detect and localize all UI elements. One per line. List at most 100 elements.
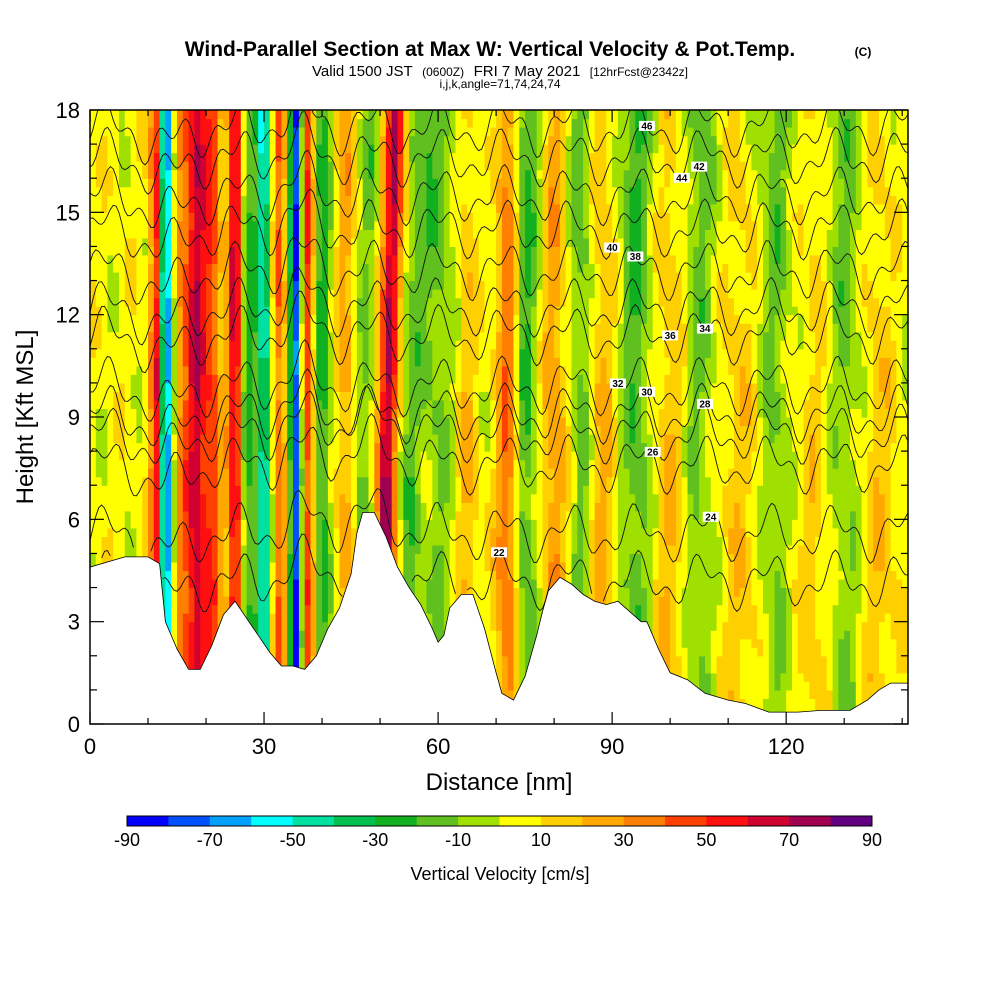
velocity-cell <box>211 365 219 375</box>
velocity-cell <box>380 178 387 188</box>
velocity-cell <box>200 570 207 580</box>
velocity-cell <box>252 442 259 452</box>
velocity-cell <box>130 510 137 520</box>
velocity-cell <box>90 519 97 529</box>
velocity-cell <box>171 434 178 444</box>
velocity-cell <box>287 459 294 469</box>
velocity-cell <box>414 391 422 401</box>
velocity-cell <box>345 434 352 444</box>
velocity-cell <box>333 451 341 461</box>
velocity-cell <box>252 502 259 512</box>
velocity-cell <box>397 374 404 384</box>
velocity-cell <box>472 323 480 333</box>
velocity-cell <box>461 391 468 401</box>
velocity-cell <box>206 451 213 461</box>
velocity-cell <box>223 186 230 196</box>
velocity-cell <box>275 203 282 213</box>
velocity-cell <box>484 323 491 333</box>
velocity-cell <box>403 493 410 503</box>
velocity-cell <box>293 255 300 265</box>
velocity-cell <box>119 536 126 546</box>
velocity-cell <box>235 493 242 503</box>
velocity-cell <box>107 186 114 196</box>
velocity-cell <box>235 289 242 299</box>
velocity-cell <box>414 425 422 435</box>
velocity-cell <box>124 212 132 222</box>
velocity-cell <box>426 382 433 392</box>
velocity-cell <box>177 613 184 623</box>
velocity-cell <box>188 562 195 572</box>
velocity-cell <box>206 118 213 128</box>
velocity-cell <box>339 391 346 401</box>
velocity-cell <box>107 144 114 154</box>
velocity-cell <box>281 510 288 520</box>
velocity-cell <box>194 468 201 478</box>
velocity-cell <box>287 553 294 563</box>
velocity-cell <box>310 203 317 213</box>
velocity-cell <box>461 340 468 350</box>
velocity-cell <box>322 340 329 350</box>
velocity-cell <box>275 374 282 384</box>
velocity-cell <box>229 374 236 384</box>
velocity-cell <box>316 536 323 546</box>
velocity-cell <box>409 152 416 162</box>
velocity-cell <box>136 468 143 478</box>
velocity-cell <box>107 272 114 282</box>
velocity-cell <box>264 186 271 196</box>
velocity-cell <box>362 417 370 427</box>
velocity-cell <box>322 255 329 265</box>
velocity-cell <box>443 110 451 120</box>
velocity-cell <box>467 485 474 495</box>
velocity-cell <box>200 127 207 137</box>
velocity-cell <box>368 195 375 205</box>
velocity-cell <box>240 357 248 367</box>
velocity-cell <box>409 502 416 512</box>
velocity-cell <box>258 502 265 512</box>
velocity-cell <box>455 365 462 375</box>
velocity-cell <box>478 451 486 461</box>
velocity-cell <box>246 493 253 503</box>
velocity-cell <box>380 118 387 128</box>
velocity-cell <box>130 297 137 307</box>
velocity-cell <box>269 306 277 316</box>
velocity-cell <box>478 579 486 589</box>
velocity-cell <box>264 570 271 580</box>
velocity-cell <box>438 621 445 631</box>
velocity-cell <box>449 340 457 350</box>
velocity-cell <box>200 178 207 188</box>
velocity-cell <box>438 135 445 145</box>
velocity-cell <box>478 357 486 367</box>
velocity-cell <box>333 425 341 435</box>
velocity-cell <box>345 323 352 333</box>
velocity-cell <box>206 195 213 205</box>
velocity-cell <box>322 604 329 614</box>
velocity-cell <box>310 579 317 589</box>
velocity-cell <box>293 596 300 606</box>
velocity-cell <box>153 263 161 273</box>
velocity-cell <box>368 161 375 171</box>
velocity-cell <box>490 647 497 657</box>
velocity-cell <box>484 391 491 401</box>
velocity-cell <box>246 203 253 213</box>
velocity-cell <box>385 536 393 546</box>
velocity-cell <box>90 485 97 495</box>
velocity-cell <box>316 587 323 597</box>
velocity-cell <box>304 135 312 145</box>
velocity-cell <box>327 399 335 409</box>
velocity-cell <box>374 374 381 384</box>
velocity-cell <box>235 596 242 606</box>
velocity-cell <box>258 323 265 333</box>
velocity-cell <box>426 357 433 367</box>
velocity-cell <box>177 280 184 290</box>
velocity-cell <box>298 272 306 282</box>
velocity-cell <box>327 169 335 179</box>
velocity-cell <box>182 357 190 367</box>
velocity-cell <box>153 374 161 384</box>
velocity-cell <box>391 493 399 503</box>
velocity-cell <box>107 212 114 222</box>
velocity-cell <box>124 255 132 265</box>
velocity-cell <box>252 323 259 333</box>
velocity-cell <box>200 161 207 171</box>
velocity-cell <box>368 220 375 230</box>
velocity-cell <box>153 169 161 179</box>
